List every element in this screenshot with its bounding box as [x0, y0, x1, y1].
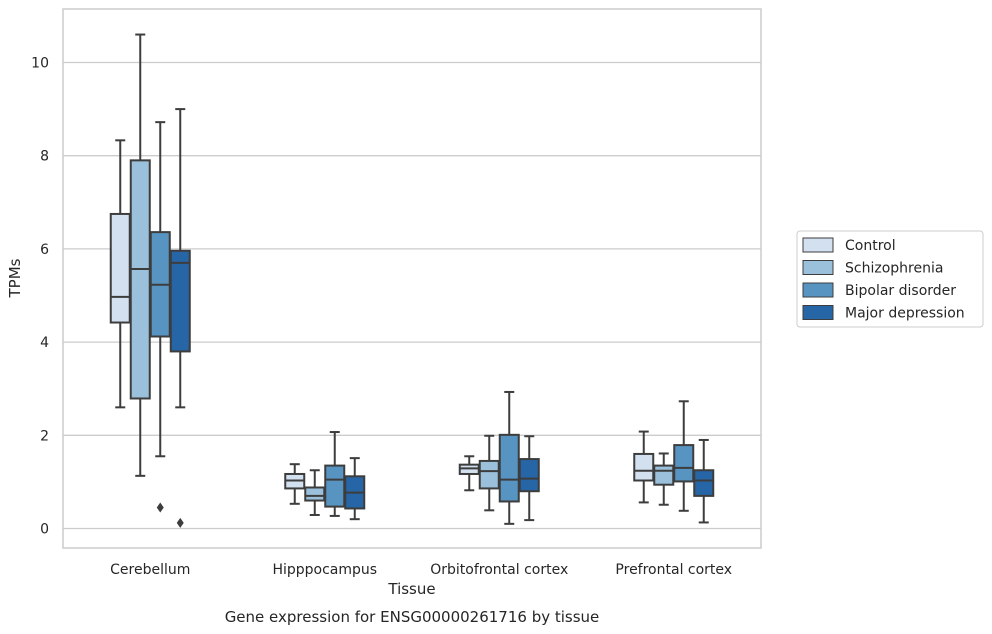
outlier-point: [176, 517, 184, 528]
box-iqr: [109, 212, 131, 324]
legend-swatch: [802, 282, 834, 298]
box-bipolar-disorder: [149, 121, 171, 513]
box-groups: [109, 33, 715, 528]
x-tick-label: Prefrontal cortex: [615, 562, 732, 578]
legend-label: Control: [845, 238, 896, 254]
box-control: [458, 455, 480, 492]
legend-label: Bipolar disorder: [845, 283, 956, 299]
box-bipolar-disorder: [498, 390, 520, 525]
box-iqr: [324, 464, 346, 508]
box-iqr: [129, 159, 151, 400]
box-iqr: [478, 459, 500, 490]
legend-frame: [796, 230, 984, 328]
legend-label: Major depression: [845, 306, 965, 322]
box-major-depression: [693, 438, 715, 524]
box-schizophrenia: [653, 452, 675, 506]
x-tick-label: Hipppocampus: [272, 562, 377, 578]
y-axis-label: TPMs: [6, 258, 24, 298]
legend: Control Schizophrenia Bipolar disorder Majo…: [796, 230, 984, 328]
box-major-depression: [344, 457, 366, 521]
box-iqr: [633, 452, 655, 482]
y-tick-label: 10: [31, 56, 49, 72]
legend-swatch: [802, 260, 834, 275]
box-iqr: [498, 433, 520, 503]
y-tick-label: 2: [40, 428, 49, 444]
box-iqr: [304, 486, 326, 502]
outlier-point: [156, 502, 164, 513]
x-tick-label: Cerebellum: [110, 562, 190, 578]
box-iqr: [169, 249, 191, 353]
plot-frame: [62, 8, 762, 549]
box-major-depression: [169, 108, 191, 528]
box-major-depression: [518, 435, 540, 522]
legend-swatch: [802, 237, 834, 253]
box-iqr: [518, 458, 540, 493]
x-tick-label: Orbitofrontal cortex: [430, 562, 568, 578]
box-bipolar-disorder: [324, 431, 346, 517]
legend-swatch: [802, 305, 834, 320]
x-axis-label: Tissue: [387, 580, 435, 598]
figure-caption: Gene expression for ENSG00000261716 by t…: [225, 608, 600, 626]
box-bipolar-disorder: [673, 400, 695, 512]
y-tick-label: 0: [40, 522, 49, 538]
y-tick-labels: 0 2 4 6 8 10: [31, 56, 49, 538]
box-iqr: [693, 469, 715, 497]
legend-label: Schizophrenia: [845, 261, 943, 277]
box-control: [284, 463, 306, 505]
y-tick-label: 6: [40, 242, 49, 258]
box-iqr: [673, 444, 695, 483]
box-schizophrenia: [304, 469, 326, 516]
box-control: [109, 139, 131, 409]
y-tick-label: 8: [40, 149, 49, 165]
box-schizophrenia: [478, 434, 500, 512]
box-iqr: [653, 464, 675, 486]
x-tick-labels: Cerebellum Hipppocampus Orbitofrontal cort…: [110, 562, 732, 578]
y-tick-label: 4: [40, 335, 49, 351]
